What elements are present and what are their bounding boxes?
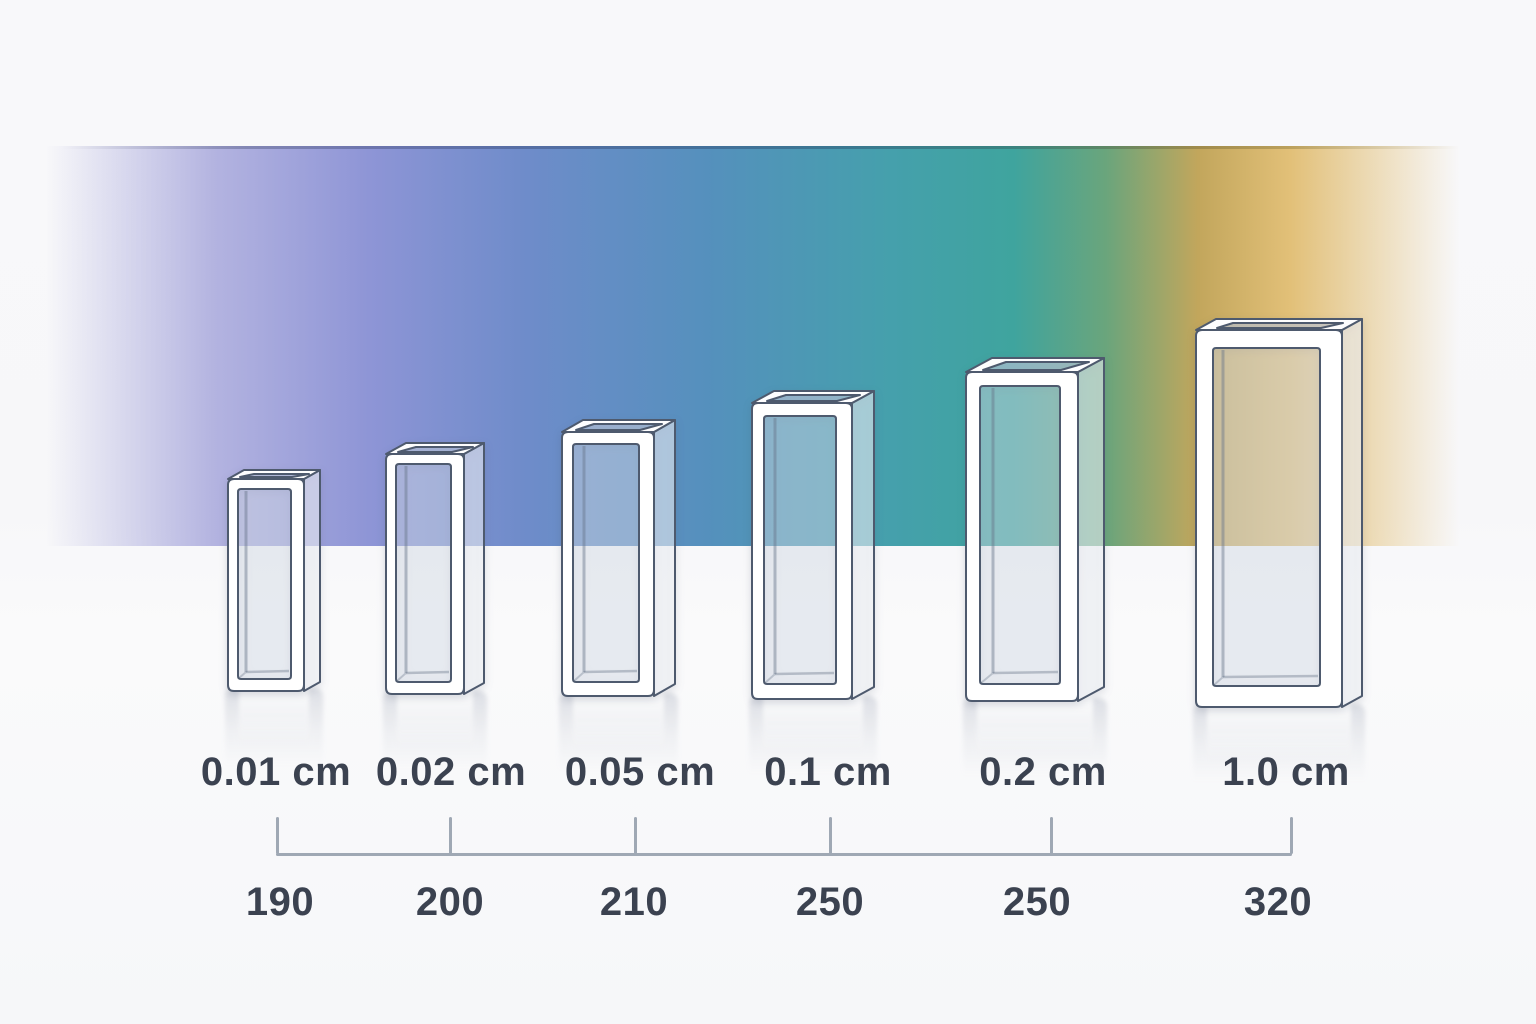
scale-tick xyxy=(276,817,279,854)
cuvette-illustration-0.2cm xyxy=(965,357,1105,702)
cuvette-reflection-highlight xyxy=(397,691,473,761)
path-length-label: 0.2 cm xyxy=(979,750,1107,794)
cuvette-reflection-highlight xyxy=(573,693,664,763)
scale-tick xyxy=(1290,817,1293,854)
cutoff-wavelength-value: 250 xyxy=(795,880,865,924)
scale-tick xyxy=(829,817,832,854)
scale-tick xyxy=(449,817,452,854)
cuvette-illustration-0.05cm xyxy=(561,419,676,697)
cuvette-reflection-highlight xyxy=(239,688,309,758)
cutoff-wavelength-value: 320 xyxy=(1243,880,1313,924)
cuvette-reflection xyxy=(749,696,877,796)
cuvette-reflection xyxy=(963,698,1107,798)
cutoff-wavelength-value: 190 xyxy=(245,880,315,924)
cutoff-wavelength-value: 210 xyxy=(599,880,669,924)
cuvette-reflection xyxy=(1193,704,1365,804)
cuvette-reflection xyxy=(559,693,678,793)
path-length-label: 0.1 cm xyxy=(764,750,892,794)
cuvette-reflection-highlight xyxy=(763,696,863,766)
path-length-label: 0.01 cm xyxy=(200,750,352,794)
path-length-label: 0.02 cm xyxy=(375,750,527,794)
scale-tick xyxy=(1050,817,1053,854)
cuvette-illustration-0.01cm xyxy=(227,469,321,692)
path-length-label: 1.0 cm xyxy=(1222,750,1350,794)
cutoff-wavelength-value: 200 xyxy=(415,880,485,924)
cuvette-illustration-0.02cm xyxy=(385,442,485,695)
scale-tick xyxy=(634,817,637,854)
cuvette-reflection xyxy=(383,691,487,791)
cutoff-wavelength-value: 250 xyxy=(1002,880,1072,924)
cuvette-reflection-highlight xyxy=(977,698,1093,768)
scale-baseline xyxy=(276,853,1292,856)
cuvette-illustration-0.1cm xyxy=(751,390,875,700)
path-length-label: 0.05 cm xyxy=(564,750,716,794)
cuvette-illustration-1.0cm xyxy=(1195,318,1363,708)
cuvette-reflection xyxy=(225,688,323,788)
cuvette-reflection-highlight xyxy=(1207,704,1351,774)
